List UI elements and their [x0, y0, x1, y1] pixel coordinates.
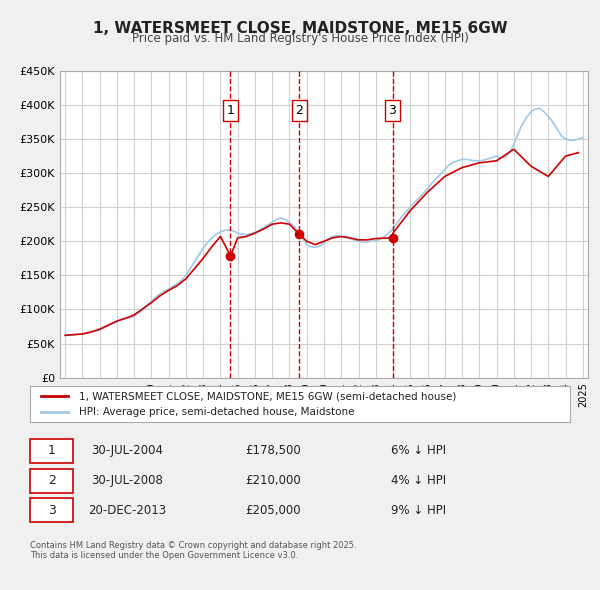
- Text: 4% ↓ HPI: 4% ↓ HPI: [391, 474, 446, 487]
- Text: £178,500: £178,500: [245, 444, 301, 457]
- Text: £210,000: £210,000: [245, 474, 301, 487]
- Text: 30-JUL-2008: 30-JUL-2008: [91, 474, 163, 487]
- Text: 9% ↓ HPI: 9% ↓ HPI: [391, 503, 446, 517]
- Text: 3: 3: [47, 503, 56, 517]
- Text: HPI: Average price, semi-detached house, Maidstone: HPI: Average price, semi-detached house,…: [79, 407, 354, 417]
- FancyBboxPatch shape: [30, 469, 73, 493]
- Text: 2: 2: [47, 474, 56, 487]
- Text: Price paid vs. HM Land Registry's House Price Index (HPI): Price paid vs. HM Land Registry's House …: [131, 32, 469, 45]
- Text: 1, WATERSMEET CLOSE, MAIDSTONE, ME15 6GW (semi-detached house): 1, WATERSMEET CLOSE, MAIDSTONE, ME15 6GW…: [79, 391, 456, 401]
- Text: 3: 3: [389, 104, 397, 117]
- Text: 20-DEC-2013: 20-DEC-2013: [88, 503, 166, 517]
- Text: £205,000: £205,000: [245, 503, 301, 517]
- Text: 2: 2: [296, 104, 304, 117]
- Text: 1, WATERSMEET CLOSE, MAIDSTONE, ME15 6GW: 1, WATERSMEET CLOSE, MAIDSTONE, ME15 6GW: [92, 21, 508, 35]
- Text: 1: 1: [47, 444, 56, 457]
- FancyBboxPatch shape: [30, 439, 73, 463]
- FancyBboxPatch shape: [30, 498, 73, 522]
- Text: 6% ↓ HPI: 6% ↓ HPI: [391, 444, 446, 457]
- Text: 1: 1: [227, 104, 235, 117]
- Text: Contains HM Land Registry data © Crown copyright and database right 2025.
This d: Contains HM Land Registry data © Crown c…: [30, 541, 356, 560]
- Text: 30-JUL-2004: 30-JUL-2004: [91, 444, 163, 457]
